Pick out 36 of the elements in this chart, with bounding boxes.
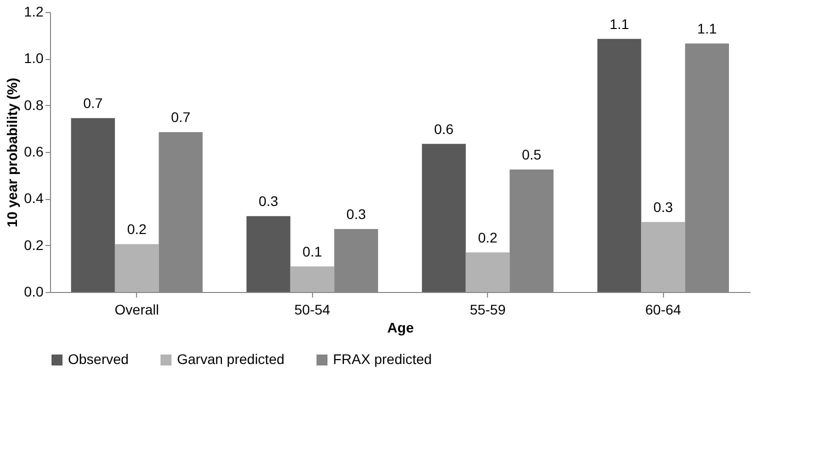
data-label: 0.3 (653, 199, 674, 215)
data-label: 1.1 (697, 20, 717, 36)
legend-label: FRAX predicted (333, 351, 432, 367)
y-tick-label: 0.6 (24, 144, 44, 160)
data-label: 0.2 (127, 221, 147, 238)
y-tick-label: 0.4 (24, 190, 44, 206)
bar (71, 118, 115, 292)
y-tick-label: 0.8 (24, 96, 44, 113)
bar (641, 222, 686, 292)
bar (114, 244, 159, 292)
legend-label: Observed (68, 351, 129, 367)
y-tick-label: 0.0 (24, 284, 44, 300)
y-axis-title: 10 year probability (%) (4, 78, 20, 228)
bar (597, 38, 642, 292)
data-label: 1.1 (610, 16, 630, 32)
legend-label: Garvan predicted (177, 351, 284, 367)
y-tick-label: 1.2 (24, 4, 44, 20)
data-label: 0.5 (522, 146, 542, 162)
data-label: 0.7 (83, 95, 103, 112)
data-label: 0.3 (346, 206, 366, 222)
y-tick-label: 0.2 (24, 236, 44, 253)
bar (466, 252, 510, 292)
data-label: 0.3 (258, 193, 278, 210)
x-axis-title: Age (387, 320, 414, 336)
data-label: 0.6 (434, 120, 454, 137)
y-tick-label: 1.0 (24, 50, 44, 66)
x-tick-label: 60-64 (645, 302, 682, 318)
x-tick-label: 50-54 (294, 302, 330, 318)
bar (422, 144, 466, 292)
bar (290, 266, 334, 292)
data-label: 0.7 (170, 109, 191, 126)
data-label: 0.2 (478, 229, 498, 246)
bar (246, 216, 290, 292)
data-label: 0.1 (302, 243, 322, 260)
x-tick-label: Overall (114, 302, 160, 318)
x-tick-label: 55-59 (470, 302, 506, 318)
